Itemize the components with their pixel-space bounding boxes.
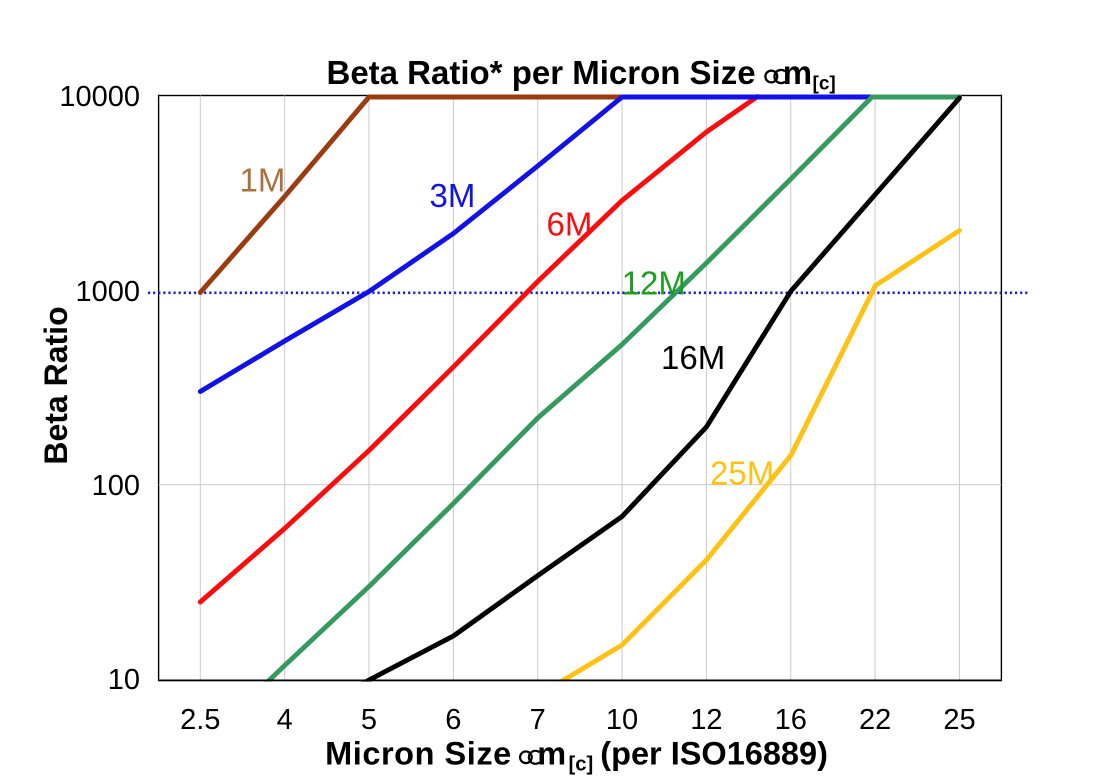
svg-text:10000: 10000 — [59, 81, 140, 113]
svg-text:[c]: [c] — [813, 74, 836, 95]
svg-text:25: 25 — [943, 704, 975, 736]
svg-text:16M: 16M — [661, 339, 725, 376]
svg-text:5: 5 — [361, 704, 377, 736]
svg-text:12M: 12M — [622, 265, 686, 302]
svg-text:3M: 3M — [430, 177, 476, 214]
svg-text:6: 6 — [445, 704, 461, 736]
svg-text:25M: 25M — [710, 455, 774, 492]
svg-text:(per ISO16889): (per ISO16889) — [600, 736, 828, 772]
svg-text:1000: 1000 — [75, 276, 140, 308]
svg-text:100: 100 — [92, 470, 140, 502]
svg-text:22: 22 — [859, 704, 891, 736]
svg-text:m: m — [783, 54, 812, 91]
svg-text:10: 10 — [108, 664, 140, 696]
svg-text:6M: 6M — [547, 206, 593, 243]
svg-text:m: m — [537, 736, 566, 772]
svg-text:12: 12 — [690, 704, 722, 736]
svg-text:[c]: [c] — [569, 754, 594, 776]
svg-text:Micron Size: Micron Size — [325, 736, 512, 772]
svg-text:7: 7 — [530, 704, 546, 736]
svg-text:1M: 1M — [240, 162, 286, 199]
svg-text:10: 10 — [606, 704, 638, 736]
svg-text:4: 4 — [277, 704, 293, 736]
svg-text:Beta Ratio: Beta Ratio — [38, 306, 74, 464]
svg-text:Beta Ratio* per Micron Size: Beta Ratio* per Micron Size — [326, 54, 755, 91]
svg-text:2.5: 2.5 — [180, 704, 220, 736]
svg-text:16: 16 — [775, 704, 807, 736]
